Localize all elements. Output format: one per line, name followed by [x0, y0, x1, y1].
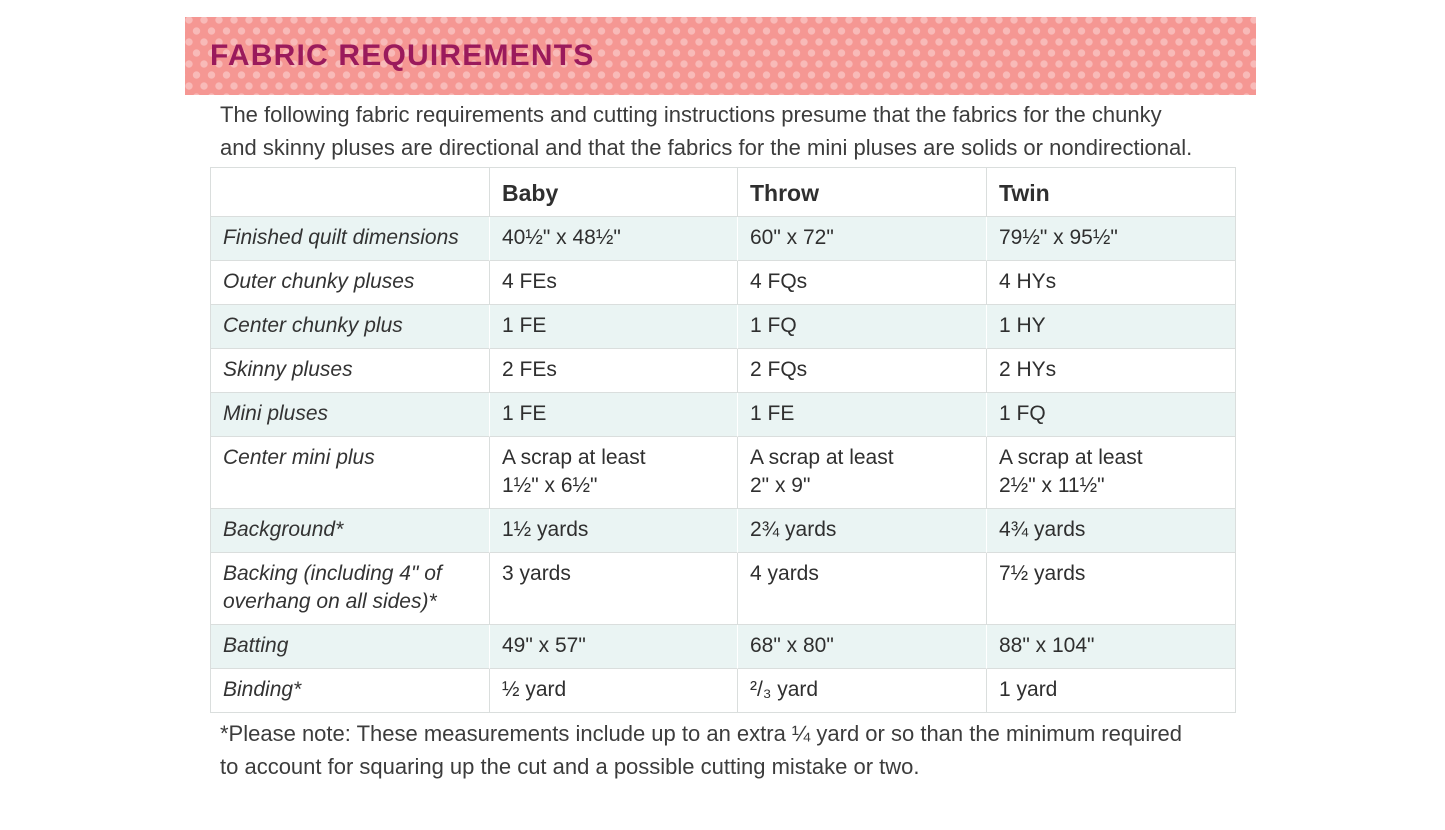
cell-value: ²/₃ yard [738, 669, 987, 713]
cell-value: 1 HY [987, 305, 1236, 349]
row-label: Batting [210, 625, 490, 669]
row-label: Center mini plus [210, 437, 490, 509]
table-row: Batting 49" x 57" 68" x 80" 88" x 104" [210, 625, 1236, 669]
cell-value: 88" x 104" [987, 625, 1236, 669]
row-label: Center chunky plus [210, 305, 490, 349]
row-label: Mini pluses [210, 393, 490, 437]
cell-value: 68" x 80" [738, 625, 987, 669]
cell-value: 4 yards [738, 553, 987, 625]
row-label: Finished quilt dimensions [210, 217, 490, 261]
row-label: Background* [210, 509, 490, 553]
intro-line: and skinny pluses are directional and th… [220, 134, 1193, 160]
row-label: Outer chunky pluses [210, 261, 490, 305]
cell-value: 60" x 72" [738, 217, 987, 261]
table-row: Backing (including 4" of overhang on all… [210, 553, 1236, 625]
cell-value: 2 HYs [987, 349, 1236, 393]
table-row: Background* 1½ yards 2¾ yards 4¾ yards [210, 509, 1236, 553]
cell-value: 3 yards [490, 553, 738, 625]
cell-value: 1 FE [490, 305, 738, 349]
cell-value: 1 FE [738, 393, 987, 437]
cell-value: 2¾ yards [738, 509, 987, 553]
footnote-line: *Please note: These measurements include… [220, 721, 1183, 746]
table-header-row: Baby Throw Twin [210, 167, 1236, 217]
cell-value: 40½" x 48½" [490, 217, 738, 261]
footnote-line: to account for squaring up the cut and a… [220, 753, 920, 779]
table-row: Skinny pluses 2 FEs 2 FQs 2 HYs [210, 349, 1236, 393]
cell-value: 1 yard [987, 669, 1236, 713]
cell-value: 1 FQ [987, 393, 1236, 437]
title-banner: FABRIC REQUIREMENTS [185, 17, 1256, 95]
row-label: Backing (including 4" of overhang on all… [210, 553, 490, 625]
cell-value: 49" x 57" [490, 625, 738, 669]
cell-value: 4 FQs [738, 261, 987, 305]
cell-value: 2 FQs [738, 349, 987, 393]
table-row: Mini pluses 1 FE 1 FE 1 FQ [210, 393, 1236, 437]
row-label: Skinny pluses [210, 349, 490, 393]
cell-value: 1 FE [490, 393, 738, 437]
table-row: Finished quilt dimensions 40½" x 48½" 60… [210, 217, 1236, 261]
table-row: Center chunky plus 1 FE 1 FQ 1 HY [210, 305, 1236, 349]
table-row: Outer chunky pluses 4 FEs 4 FQs 4 HYs [210, 261, 1236, 305]
column-header-throw: Throw [738, 167, 987, 217]
intro-paragraph: The following fabric requirements and cu… [220, 99, 1260, 164]
cell-value: A scrap at least 2" x 9" [738, 437, 987, 509]
cell-value: 4 HYs [987, 261, 1236, 305]
page-title: FABRIC REQUIREMENTS [210, 39, 595, 72]
fabric-requirements-table: Baby Throw Twin Finished quilt dimension… [210, 167, 1236, 713]
cell-value: 1½ yards [490, 509, 738, 553]
column-header-twin: Twin [987, 167, 1236, 217]
row-label: Binding* [210, 669, 490, 713]
table-row: Center mini plus A scrap at least 1½" x … [210, 437, 1236, 509]
cell-value: ½ yard [490, 669, 738, 713]
cell-value: 1 FQ [738, 305, 987, 349]
footnote: *Please note: These measurements include… [220, 718, 1260, 783]
column-header-empty [210, 167, 490, 217]
cell-value: 79½" x 95½" [987, 217, 1236, 261]
cell-value: A scrap at least 1½" x 6½" [490, 437, 738, 509]
intro-line: The following fabric requirements and cu… [220, 102, 1162, 127]
table-row: Binding* ½ yard ²/₃ yard 1 yard [210, 669, 1236, 713]
column-header-baby: Baby [490, 167, 738, 217]
cell-value: 7½ yards [987, 553, 1236, 625]
cell-value: 4 FEs [490, 261, 738, 305]
cell-value: A scrap at least 2½" x 11½" [987, 437, 1236, 509]
cell-value: 4¾ yards [987, 509, 1236, 553]
cell-value: 2 FEs [490, 349, 738, 393]
